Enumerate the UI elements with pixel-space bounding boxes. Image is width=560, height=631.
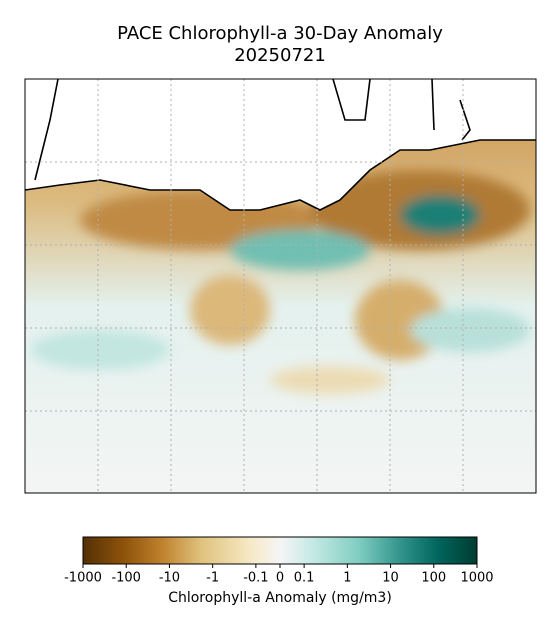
colorbar-tick-label: 1000 xyxy=(460,571,493,586)
colorbar-tick-label: 1 xyxy=(343,571,351,586)
colorbar-tick-label: -1 xyxy=(206,571,219,586)
colorbar xyxy=(82,536,478,565)
title: PACE Chlorophyll-a 30-Day Anomaly xyxy=(117,23,443,44)
graticule xyxy=(25,79,536,493)
colorbar-tick-label: 0 xyxy=(276,571,284,586)
colorbar-label: Chlorophyll-a Anomaly (mg/m3) xyxy=(168,590,392,606)
colorbar-tick-label: -10 xyxy=(159,571,180,586)
colorbar-tick-label: 100 xyxy=(421,571,446,586)
colorbar-tick-label: -1000 xyxy=(64,571,102,586)
colorbar-tick-label: 0.1 xyxy=(294,571,315,586)
map-frame xyxy=(24,78,537,494)
map xyxy=(25,79,536,493)
colorbar-tick-label: -100 xyxy=(111,571,141,586)
date: 20250721 xyxy=(234,45,326,66)
colorbar-tick-label: -0.1 xyxy=(243,571,268,586)
colorbar-tick-label: 10 xyxy=(382,571,399,586)
